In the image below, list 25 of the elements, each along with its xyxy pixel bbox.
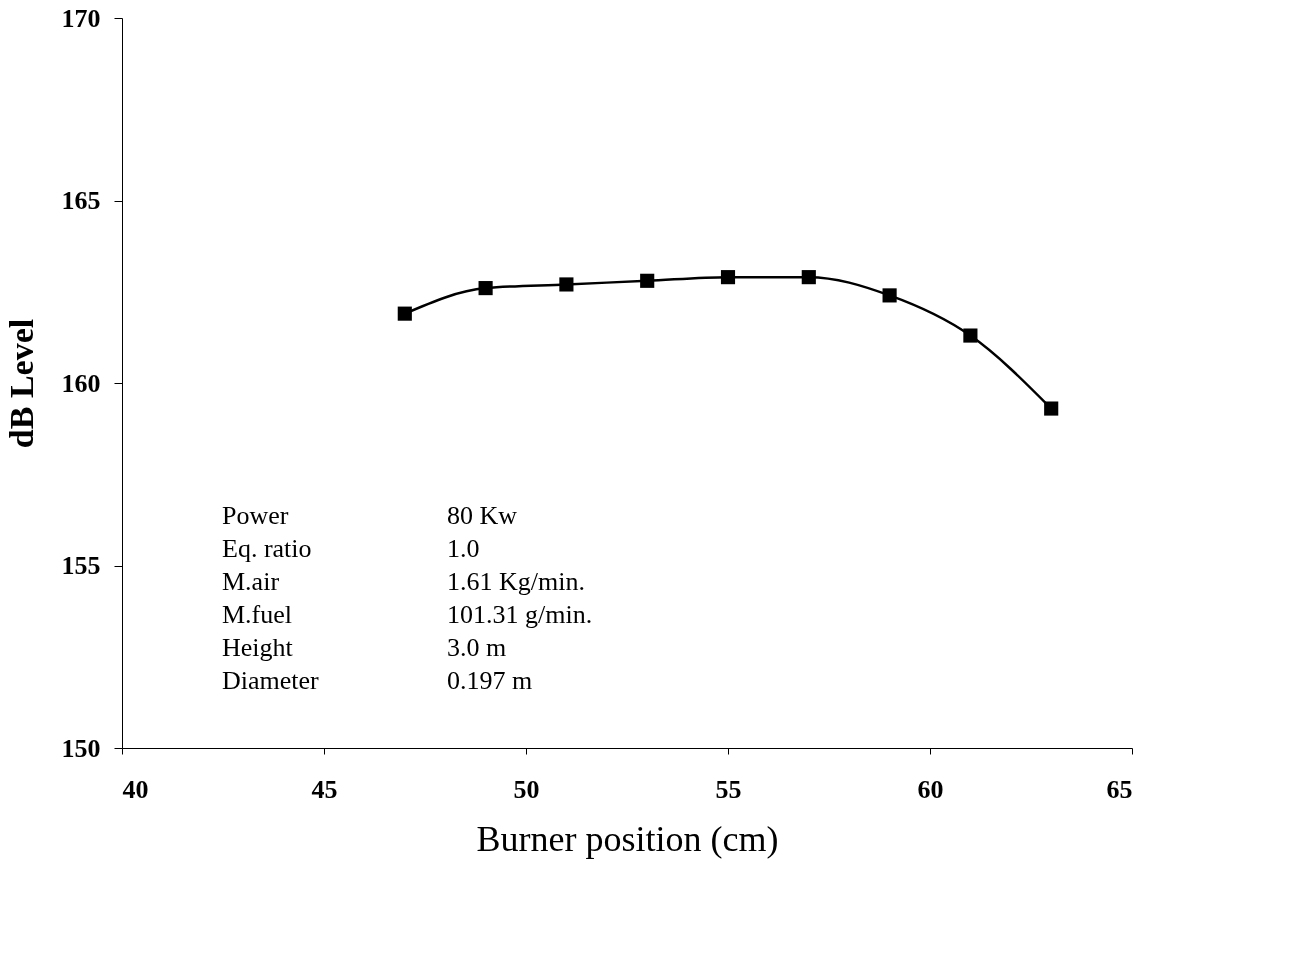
annotation: Diameter — [222, 666, 320, 695]
x-tick-label: 65 — [1106, 774, 1133, 804]
annotation: 1.0 — [447, 534, 480, 563]
x-tick-label: 50 — [513, 774, 540, 804]
annotation: M.air — [222, 567, 280, 596]
annotation: 0.197 m — [447, 666, 533, 695]
annotation: M.fuel — [222, 600, 293, 629]
annotation: 80 Kw — [447, 501, 518, 530]
y-axis-title: dB Level — [2, 318, 40, 449]
y-tick-label: 165 — [61, 186, 101, 215]
annotation: Power — [222, 501, 289, 530]
x-tick-label: 60 — [917, 774, 944, 804]
x-tick-label: 55 — [715, 774, 742, 804]
y-tick-label: 170 — [61, 3, 101, 33]
annotation: Height — [222, 633, 294, 662]
annotation: 1.61 Kg/min. — [447, 567, 585, 596]
y-tick-label: 160 — [61, 368, 101, 398]
x-tick-label: 40 — [122, 774, 149, 804]
annotation: 101.31 g/min. — [447, 600, 593, 629]
y-tick-label: 155 — [61, 551, 101, 580]
y-tick-label: 150 — [61, 733, 101, 763]
x-tick-label: 45 — [311, 774, 338, 804]
annotation: Eq. ratio — [222, 534, 312, 563]
x-axis-title: Burner position (cm) — [476, 818, 779, 859]
annotation: 3.0 m — [447, 633, 507, 662]
